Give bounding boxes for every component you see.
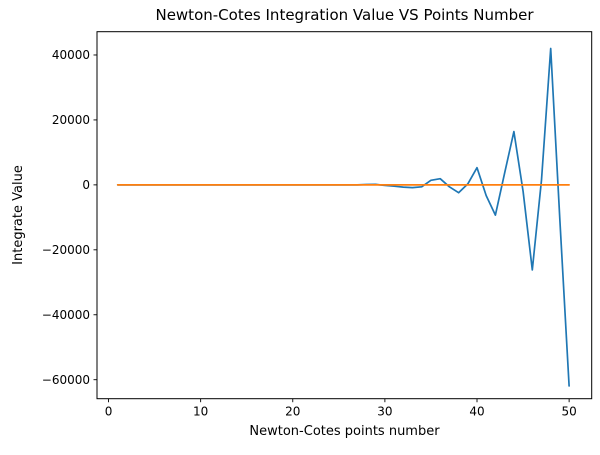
y-tick-label: −60000 bbox=[42, 373, 90, 387]
y-tick-label: 0 bbox=[82, 178, 90, 192]
x-tick-label: 20 bbox=[285, 404, 300, 418]
x-tick-label: 10 bbox=[193, 404, 208, 418]
y-tick-label: −20000 bbox=[42, 243, 90, 257]
x-axis-ticks: 0 10 20 30 40 50 bbox=[105, 398, 577, 418]
x-axis-label: Newton-Cotes points number bbox=[249, 424, 440, 439]
x-tick-label: 30 bbox=[377, 404, 392, 418]
axes-spines bbox=[96, 31, 593, 400]
x-tick-label: 50 bbox=[561, 404, 576, 418]
x-tick-label: 40 bbox=[469, 404, 484, 418]
y-tick-label: 20000 bbox=[52, 113, 90, 127]
y-axis-ticks: 40000 20000 0 −20000 −40000 −60000 bbox=[42, 48, 97, 387]
series-lines bbox=[116, 47, 570, 387]
y-tick-label: 40000 bbox=[52, 48, 90, 62]
y-tick-label: −40000 bbox=[42, 308, 90, 322]
newton-cotes-integration-value-line bbox=[116, 47, 570, 387]
chart-title: Newton-Cotes Integration Value VS Points… bbox=[155, 6, 534, 24]
x-tick-label: 0 bbox=[105, 404, 113, 418]
